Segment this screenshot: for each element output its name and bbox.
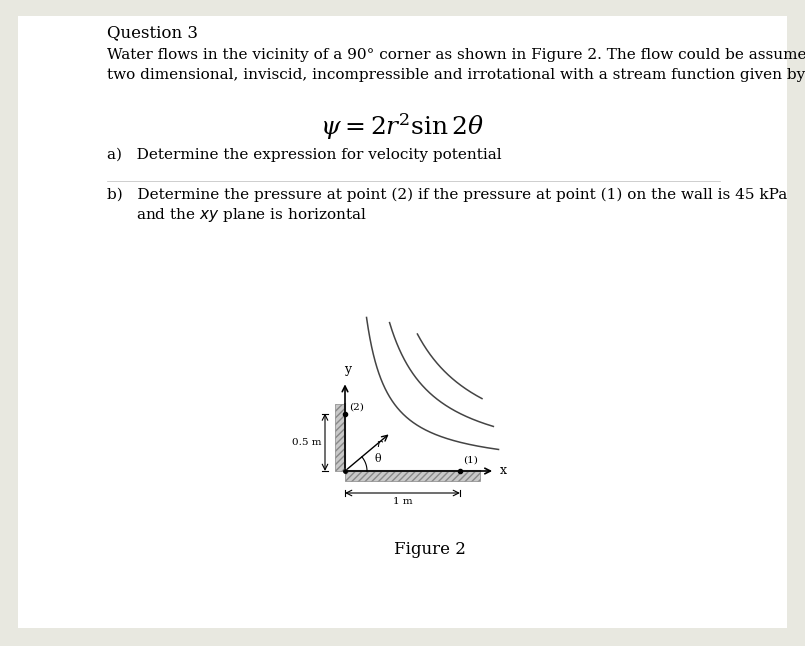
Text: 0.5 m: 0.5 m bbox=[291, 438, 321, 447]
Text: b)   Determine the pressure at point (2) if the pressure at point (1) on the wal: b) Determine the pressure at point (2) i… bbox=[107, 188, 787, 202]
Text: (2): (2) bbox=[349, 402, 364, 412]
Text: Question 3: Question 3 bbox=[107, 24, 198, 41]
Text: $\psi = 2r^2\sin2\theta$: $\psi = 2r^2\sin2\theta$ bbox=[320, 111, 484, 141]
Text: x: x bbox=[500, 464, 507, 477]
Text: r: r bbox=[376, 439, 382, 449]
Bar bbox=[335, 404, 345, 471]
Text: y: y bbox=[345, 362, 352, 375]
Bar bbox=[345, 471, 480, 481]
FancyBboxPatch shape bbox=[18, 16, 787, 628]
Text: 1 m: 1 m bbox=[393, 497, 412, 506]
Text: a)   Determine the expression for velocity potential: a) Determine the expression for velocity… bbox=[107, 148, 502, 162]
Text: θ: θ bbox=[374, 454, 381, 464]
Text: (1): (1) bbox=[463, 456, 478, 465]
Text: Figure 2: Figure 2 bbox=[394, 541, 466, 558]
Text: Water flows in the vicinity of a 90° corner as shown in Figure 2. The flow could: Water flows in the vicinity of a 90° cor… bbox=[107, 48, 805, 82]
Text: and the $xy$ plane is horizontal: and the $xy$ plane is horizontal bbox=[107, 206, 367, 224]
